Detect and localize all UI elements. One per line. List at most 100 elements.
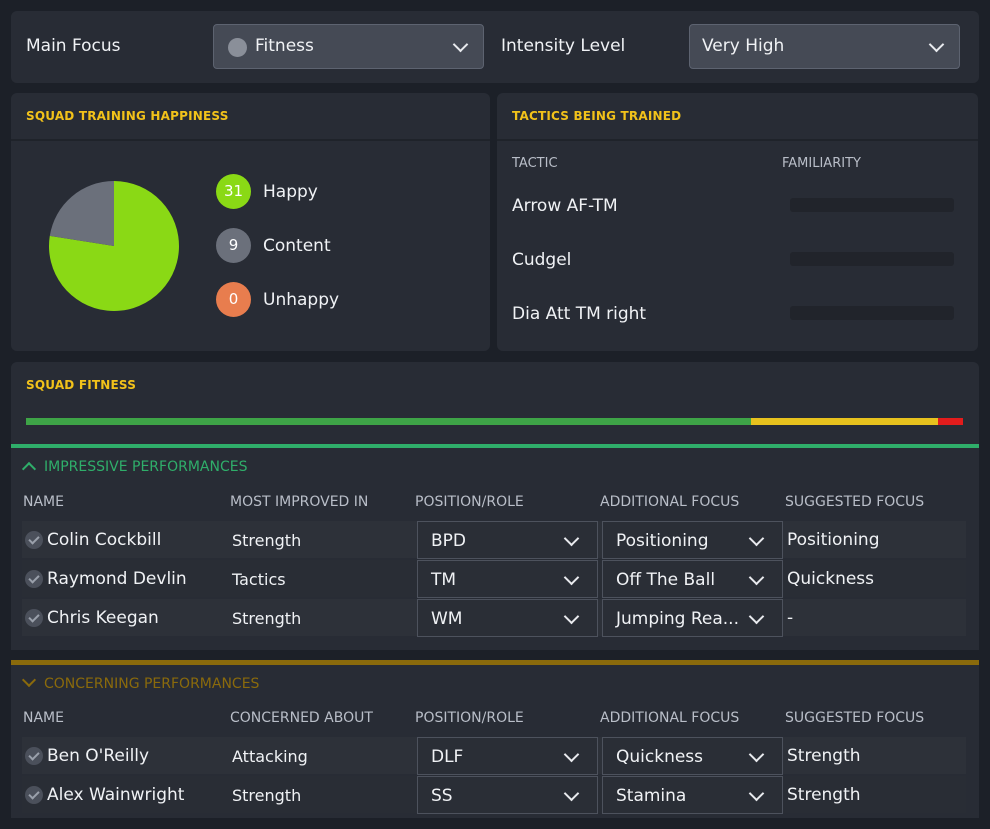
concerned-about: Strength <box>232 786 302 805</box>
additional-column-header: ADDITIONAL FOCUS <box>600 494 740 510</box>
familiarity-bar <box>790 198 954 212</box>
count-badge: 31 <box>216 174 251 209</box>
tactic-name[interactable]: Arrow AF-TM <box>512 196 618 216</box>
tactic-name[interactable]: Dia Att TM right <box>512 304 647 324</box>
familiarity-bar <box>790 306 954 320</box>
player-name[interactable]: Chris Keegan <box>47 608 159 628</box>
chevron-down-icon <box>563 746 580 763</box>
familiarity-column-header: FAMILIARITY <box>782 156 861 171</box>
fitness-panel: SQUAD FITNESS <box>11 362 979 410</box>
suggested-focus: Quickness <box>787 569 875 589</box>
additional-focus-dropdown[interactable]: Quickness <box>602 737 783 775</box>
chevron-down-icon <box>563 608 580 625</box>
improved-in: Strength <box>232 609 302 628</box>
count-badge: 9 <box>216 228 251 263</box>
improved-in: Strength <box>232 531 302 550</box>
additional-focus-dropdown[interactable]: Jumping Rea... <box>602 599 783 637</box>
role-column-header: POSITION/ROLE <box>415 494 524 510</box>
position-role-dropdown[interactable]: BPD <box>417 521 598 559</box>
role-value: BPD <box>431 531 467 551</box>
fitness-bar <box>26 418 963 425</box>
player-name[interactable]: Raymond Devlin <box>47 569 187 589</box>
additional-focus-value: Jumping Rea... <box>616 609 739 629</box>
suggested-focus: Positioning <box>787 530 880 550</box>
role-value: DLF <box>431 747 464 767</box>
suggested-column-header: SUGGESTED FOCUS <box>785 710 925 726</box>
position-role-dropdown[interactable]: SS <box>417 776 598 814</box>
role-value: TM <box>431 570 457 590</box>
role-value: SS <box>431 786 453 806</box>
tactics-title: TACTICS BEING TRAINED <box>512 109 682 123</box>
position-role-dropdown[interactable]: TM <box>417 560 598 598</box>
fitness-segment <box>937 418 963 425</box>
chevron-down-icon <box>452 36 469 53</box>
focus-panel: Main Focus Fitness Intensity Level Very … <box>11 11 979 83</box>
additional-focus-value: Stamina <box>616 786 687 806</box>
happiness-title: SQUAD TRAINING HAPPINESS <box>26 109 229 123</box>
intensity-value: Very High <box>702 36 785 56</box>
name-column-header: NAME <box>23 710 64 726</box>
improved-column-header: MOST IMPROVED IN <box>230 494 369 510</box>
main-focus-dropdown[interactable]: Fitness <box>213 24 484 69</box>
chevron-down-icon <box>748 785 765 802</box>
happiness-pie-chart <box>48 181 179 311</box>
concerned-about: Attacking <box>232 747 308 766</box>
name-column-header: NAME <box>23 494 64 510</box>
additional-focus-dropdown[interactable]: Positioning <box>602 521 783 559</box>
pie-slice-content <box>49 181 114 246</box>
chevron-up-icon[interactable] <box>21 461 37 477</box>
additional-focus-dropdown[interactable]: Stamina <box>602 776 783 814</box>
chevron-down-icon <box>748 608 765 625</box>
familiarity-bar <box>790 252 954 266</box>
pie-slice-happy <box>48 181 179 311</box>
suggested-column-header: SUGGESTED FOCUS <box>785 494 925 510</box>
additional-focus-value: Positioning <box>616 531 709 551</box>
chevron-down-icon <box>748 530 765 547</box>
chevron-down-icon <box>748 569 765 586</box>
fitness-segment <box>751 418 938 425</box>
improved-in: Tactics <box>232 570 286 589</box>
check-icon[interactable] <box>25 747 43 765</box>
chevron-down-icon <box>563 569 580 586</box>
fitness-segment <box>26 418 752 425</box>
tactic-name[interactable]: Cudgel <box>512 250 572 270</box>
suggested-focus: - <box>787 608 794 628</box>
chevron-down-icon <box>563 785 580 802</box>
role-value: WM <box>431 609 463 629</box>
player-name[interactable]: Colin Cockbill <box>47 530 162 550</box>
chevron-down-icon <box>928 36 945 53</box>
additional-focus-dropdown[interactable]: Off The Ball <box>602 560 783 598</box>
main-focus-value: Fitness <box>255 36 314 56</box>
tactic-column-header: TACTIC <box>512 156 558 171</box>
impressive-title[interactable]: IMPRESSIVE PERFORMANCES <box>44 459 248 475</box>
additional-focus-value: Quickness <box>616 747 704 767</box>
check-icon[interactable] <box>25 570 43 588</box>
main-focus-label: Main Focus <box>26 36 121 56</box>
additional-column-header: ADDITIONAL FOCUS <box>600 710 740 726</box>
check-icon[interactable] <box>25 609 43 627</box>
check-icon[interactable] <box>25 531 43 549</box>
player-name[interactable]: Alex Wainwright <box>47 785 185 805</box>
position-role-dropdown[interactable]: WM <box>417 599 598 637</box>
additional-focus-value: Off The Ball <box>616 570 716 590</box>
intensity-label: Intensity Level <box>501 36 626 56</box>
position-role-dropdown[interactable]: DLF <box>417 737 598 775</box>
fitness-icon <box>228 38 247 57</box>
concerned-column-header: CONCERNED ABOUT <box>230 710 373 726</box>
intensity-dropdown[interactable]: Very High <box>689 24 960 69</box>
check-icon[interactable] <box>25 786 43 804</box>
happy-label: Happy <box>263 182 318 202</box>
chevron-down-icon <box>748 746 765 763</box>
content-label: Content <box>263 236 331 256</box>
player-name[interactable]: Ben O'Reilly <box>47 746 150 766</box>
suggested-focus: Strength <box>787 785 861 805</box>
count-badge: 0 <box>216 282 251 317</box>
chevron-down-icon[interactable] <box>21 672 37 688</box>
unhappy-label: Unhappy <box>263 290 340 310</box>
fitness-title: SQUAD FITNESS <box>26 378 137 392</box>
concerning-title[interactable]: CONCERNING PERFORMANCES <box>44 676 260 692</box>
fitness-area <box>11 410 979 444</box>
suggested-focus: Strength <box>787 746 861 766</box>
happiness-panel: SQUAD TRAINING HAPPINESS 31 Happy 9 Cont… <box>11 93 490 351</box>
chevron-down-icon <box>563 530 580 547</box>
